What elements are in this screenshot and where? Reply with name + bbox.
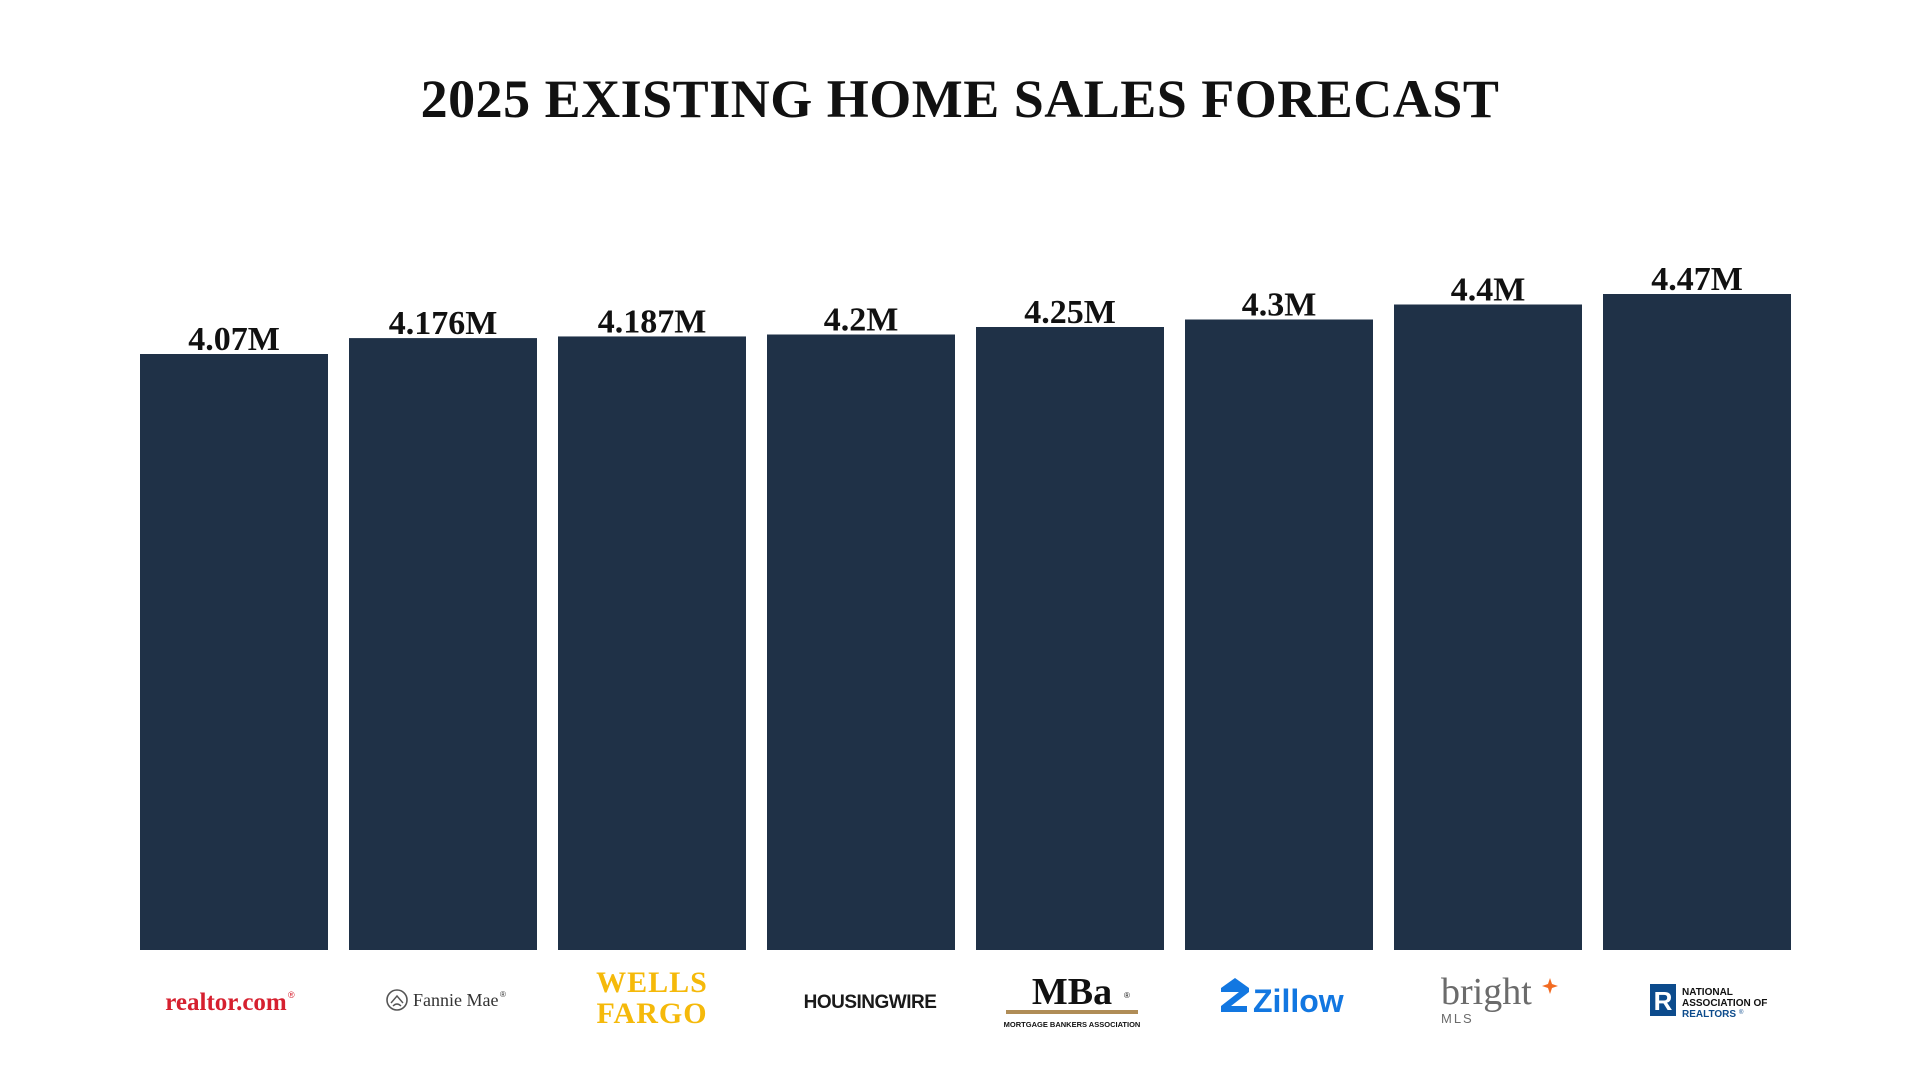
bar-value-label-7: 4.4M [1451, 272, 1526, 309]
logo-wells-line2: FARGO [596, 997, 707, 1030]
fannie-house-icon [386, 989, 408, 1011]
logo-wells-line1: WELLS [596, 966, 708, 999]
bars-layer [140, 294, 1791, 951]
logo-mba-text: MBa [1032, 971, 1112, 1013]
bar-4 [767, 334, 955, 950]
bar-value-label-6: 4.3M [1242, 287, 1317, 324]
logo-nar-line1: NATIONAL [1682, 987, 1733, 998]
bar-7 [1394, 304, 1582, 950]
logo-housingwire-text: HOUSINGWIRE [804, 992, 937, 1013]
chart-title: 2025 EXISTING HOME SALES FORECAST [420, 69, 1500, 129]
logo-nar-mark: ® [1739, 1009, 1744, 1016]
category-logos: realtor.com ® Fannie Mae ® WELLS FARGO H… [165, 966, 1767, 1030]
value-labels-layer: 4.07M 4.176M 4.187M 4.2M 4.25M 4.3M 4.4M 4.47M [188, 261, 1743, 358]
bar-value-label-2: 4.176M [389, 305, 498, 342]
logo-mba-mark: ® [1124, 991, 1130, 1000]
bar-value-label-1: 4.07M [188, 321, 280, 358]
logo-realtor: realtor.com ® [165, 989, 295, 1016]
logo-realtor-text: realtor.com [165, 989, 287, 1016]
logo-fannie-text: Fannie Mae [413, 990, 498, 1010]
bar-value-label-4: 4.2M [824, 302, 899, 339]
logo-bright-sub: MLS [1441, 1011, 1474, 1026]
logo-wells-fargo: WELLS FARGO [596, 966, 708, 1030]
bar-value-label-5: 4.25M [1024, 294, 1116, 331]
logo-mba: MBa ® MORTGAGE BANKERS ASSOCIATION [1004, 971, 1141, 1029]
logo-zillow: Zillow [1221, 978, 1344, 1019]
logo-fannie-mae: Fannie Mae ® [386, 989, 506, 1011]
bar-value-label-3: 4.187M [598, 303, 707, 340]
nar-r-icon: R [1650, 984, 1676, 1016]
logo-nar-line3: REALTORS [1682, 1009, 1736, 1020]
bar-6 [1185, 319, 1373, 950]
logo-realtor-mark: ® [288, 990, 295, 1000]
logo-bright-mls: bright MLS [1441, 971, 1558, 1026]
bar-value-label-8: 4.47M [1651, 261, 1743, 298]
logo-bright-text: bright [1441, 971, 1532, 1013]
zillow-house-icon [1221, 978, 1249, 1012]
bright-spark-icon [1542, 978, 1558, 994]
logo-mba-subtitle: MORTGAGE BANKERS ASSOCIATION [1004, 1020, 1141, 1029]
bar-3 [558, 336, 746, 950]
mba-gold-rule [1006, 1010, 1138, 1014]
svg-text:R: R [1654, 986, 1673, 1016]
bar-8 [1603, 294, 1791, 950]
logo-nar: R NATIONAL ASSOCIATION OF REALTORS ® [1650, 984, 1767, 1020]
bar-1 [140, 354, 328, 950]
bar-2 [349, 338, 537, 951]
logo-housingwire: HOUSINGWIRE [804, 992, 937, 1013]
logo-fannie-mark: ® [500, 990, 506, 999]
logo-zillow-text: Zillow [1253, 983, 1344, 1019]
logo-nar-line2: ASSOCIATION OF [1682, 998, 1767, 1009]
bar-5 [976, 327, 1164, 950]
